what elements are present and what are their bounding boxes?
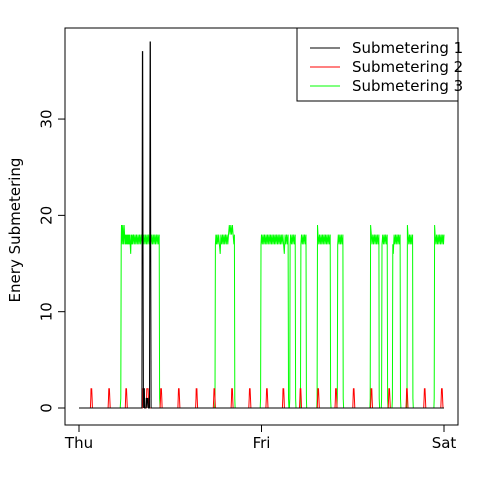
y-tick-label: 10 — [38, 302, 56, 321]
x-axis: Thu Fri Sat — [64, 424, 457, 452]
series-layer — [79, 41, 445, 409]
y-axis-label: Enery Submetering — [6, 158, 24, 303]
legend-label: Submetering 1 — [352, 39, 463, 57]
series-line-3 — [79, 224, 445, 409]
y-tick-label: 30 — [38, 110, 56, 129]
x-tick-label: Fri — [253, 434, 271, 452]
x-tick-label: Sat — [432, 434, 457, 452]
legend-label: Submetering 2 — [352, 58, 463, 76]
legend-box — [296, 27, 459, 102]
y-tick-label: 0 — [38, 403, 56, 413]
series-line-1 — [79, 41, 444, 409]
x-tick-label: Thu — [64, 434, 93, 452]
legend-label: Submetering 3 — [352, 77, 463, 95]
y-axis: 0 10 20 30 — [38, 110, 66, 413]
y-tick-label: 20 — [38, 206, 56, 225]
